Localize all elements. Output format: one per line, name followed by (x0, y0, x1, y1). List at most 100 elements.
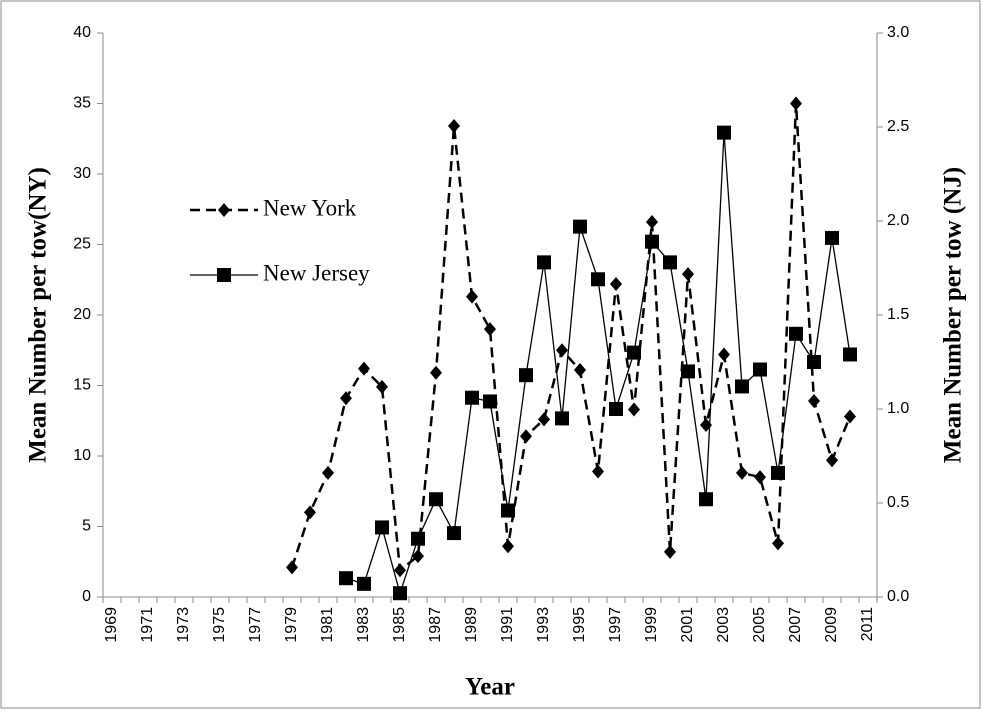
diamond-marker (520, 429, 532, 444)
x-tick-label: 1991 (499, 607, 516, 643)
x-tick-label: 2005 (751, 607, 768, 643)
y2-tick-label: 0.0 (887, 588, 909, 605)
x-tick-label: 1995 (571, 607, 588, 643)
diamond-marker (808, 394, 820, 409)
square-marker (429, 492, 443, 507)
square-marker (771, 465, 785, 480)
diamond-marker (502, 539, 514, 554)
diamond-marker (394, 563, 406, 578)
square-marker (645, 234, 659, 249)
x-tick-label: 2003 (715, 607, 732, 643)
square-marker (447, 526, 461, 541)
diamond-marker (322, 465, 334, 480)
x-tick-label: 1975 (211, 607, 228, 643)
x-tick-label: 2009 (823, 607, 840, 643)
y2-tick-label: 0.5 (887, 494, 909, 511)
diamond-marker (218, 203, 230, 217)
square-marker (393, 586, 407, 601)
diamond-marker (610, 276, 622, 291)
y2-tick-label: 3.0 (887, 24, 909, 41)
square-marker (217, 268, 231, 282)
y-tick-label: 30 (73, 165, 91, 182)
diamond-marker (484, 322, 496, 337)
diamond-marker (682, 267, 694, 282)
diamond-marker (412, 549, 424, 564)
x-tick-label: 1987 (427, 607, 444, 643)
x-tick-label: 2001 (679, 607, 696, 643)
diamond-marker (772, 536, 784, 551)
square-marker (717, 125, 731, 140)
diamond-marker (376, 379, 388, 394)
x-tick-label: 1977 (247, 607, 264, 643)
square-marker (573, 219, 587, 234)
diamond-marker (790, 96, 802, 111)
y2-tick-label: 1.5 (887, 306, 909, 323)
diamond-marker (826, 453, 838, 468)
y-tick-label: 10 (73, 447, 91, 464)
y2-axis-title: Mean Number per tow (NJ) (940, 167, 967, 463)
diamond-marker (592, 464, 604, 479)
diamond-marker (340, 391, 352, 406)
x-tick-label: 1993 (535, 607, 552, 643)
x-tick-label: 1981 (319, 607, 336, 643)
diamond-marker (718, 347, 730, 362)
diamond-marker (430, 365, 442, 380)
square-marker (501, 503, 515, 518)
diamond-marker (754, 470, 766, 485)
square-marker (807, 355, 821, 369)
x-tick-label: 2007 (787, 607, 804, 643)
square-marker (663, 255, 677, 270)
legend-label: New Jersey (263, 260, 370, 285)
x-tick-label: 1983 (355, 607, 372, 643)
y-tick-label: 15 (73, 377, 91, 394)
x-tick-label: 1971 (139, 607, 156, 643)
square-marker (537, 255, 551, 270)
square-marker (339, 571, 353, 586)
legend-label: New York (263, 195, 357, 220)
square-marker (375, 520, 389, 535)
square-marker (825, 230, 839, 245)
x-tick-label: 1999 (643, 607, 660, 643)
diamond-marker (448, 119, 460, 134)
square-marker (843, 347, 857, 362)
diamond-marker (556, 343, 568, 358)
y-tick-label: 0 (82, 588, 91, 605)
square-marker (789, 326, 803, 341)
square-marker (591, 272, 605, 287)
x-tick-label: 1985 (391, 607, 408, 643)
square-marker (357, 576, 371, 591)
square-marker (753, 362, 767, 377)
diamond-marker (538, 412, 550, 427)
x-tick-label: 1979 (283, 607, 300, 643)
y2-tick-label: 2.5 (887, 118, 909, 135)
square-marker (735, 379, 749, 394)
y-tick-label: 25 (73, 236, 91, 253)
diamond-marker (628, 402, 640, 417)
y-axis-title: Mean Number per tow(NY) (25, 167, 52, 463)
y2-tick-label: 1.0 (887, 400, 909, 417)
x-tick-label: 2011 (859, 607, 876, 642)
y-tick-label: 40 (73, 24, 91, 41)
diamond-marker (844, 409, 856, 424)
square-marker (483, 394, 497, 409)
diamond-marker (736, 465, 748, 480)
diamond-marker (304, 505, 316, 520)
y-tick-label: 35 (73, 95, 91, 112)
square-marker (519, 368, 533, 383)
x-tick-label: 1973 (175, 607, 192, 643)
square-marker (465, 390, 479, 405)
diamond-marker (646, 214, 658, 229)
diamond-marker (574, 362, 586, 377)
y-tick-label: 5 (82, 518, 91, 535)
x-tick-label: 1989 (463, 607, 480, 643)
diamond-marker (466, 289, 478, 304)
x-tick-label: 1997 (607, 607, 624, 643)
x-axis-title: Year (465, 674, 515, 701)
square-marker (609, 402, 623, 416)
y2-tick-label: 2.0 (887, 212, 909, 229)
square-marker (699, 492, 713, 507)
y-tick-label: 20 (73, 306, 91, 323)
square-marker (627, 345, 641, 360)
